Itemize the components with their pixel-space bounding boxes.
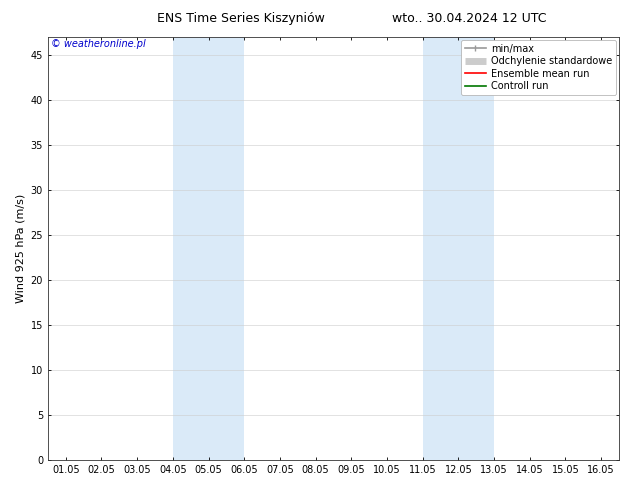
Text: ENS Time Series Kiszyniów: ENS Time Series Kiszyniów — [157, 12, 325, 25]
Text: wto.. 30.04.2024 12 UTC: wto.. 30.04.2024 12 UTC — [392, 12, 547, 25]
Y-axis label: Wind 925 hPa (m/s): Wind 925 hPa (m/s) — [15, 194, 25, 303]
Bar — [423, 37, 494, 460]
Text: © weatheronline.pl: © weatheronline.pl — [51, 39, 146, 49]
Bar — [173, 37, 244, 460]
Legend: min/max, Odchylenie standardowe, Ensemble mean run, Controll run: min/max, Odchylenie standardowe, Ensembl… — [461, 40, 616, 95]
